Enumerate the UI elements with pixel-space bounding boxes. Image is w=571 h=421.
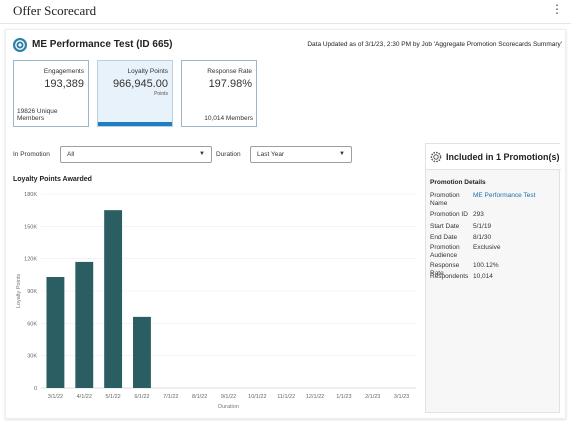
detail-label: Respondents — [430, 273, 469, 280]
detail-label: Promotion ID — [430, 211, 468, 218]
detail-label: Promotion Name — [430, 192, 460, 207]
promotions-card-header: Included in 1 Promotion(s) — [426, 144, 561, 170]
detail-value: 100.12% — [473, 262, 499, 269]
kpi-subtext: 10,014 Members — [204, 115, 253, 122]
loyalty-points-chart: 0 30K 60K 90K 120K 150K 180K 3/1/22 4/1/22 5/1/22… — [16, 192, 416, 410]
detail-label: Response Rate — [430, 262, 460, 277]
detail-value: 8/1/30 — [473, 234, 492, 241]
kpi-unit: Points — [154, 91, 168, 97]
y-tick-label: 90K — [27, 289, 37, 295]
in-promotion-select[interactable]: All ▼ — [60, 146, 212, 163]
detail-value: 5/1/19 — [473, 223, 492, 230]
y-tick-label: 150K — [24, 224, 37, 230]
detail-value: Exclusive — [473, 244, 501, 251]
chart-title: Loyalty Points Awarded — [13, 176, 92, 183]
chart-bar — [104, 210, 123, 388]
kpi-title: Engagements — [43, 68, 84, 75]
x-tick-label: 3/1/22 — [48, 394, 63, 400]
promotions-count-title: Included in 1 Promotion(s) — [446, 152, 560, 162]
kpi-value: 197.98% — [208, 78, 252, 90]
x-tick-label: 4/1/22 — [77, 394, 92, 400]
y-tick-label: 60K — [27, 321, 37, 327]
y-tick-label: 120K — [24, 257, 37, 263]
chart-bar — [75, 261, 94, 388]
kpi-card-engagements[interactable]: Engagements 193,389 19826 Unique Members — [13, 60, 89, 127]
detail-value: 293 — [473, 211, 484, 218]
promotion-details-title: Promotion Details — [430, 179, 486, 186]
duration-select[interactable]: Last Year ▼ — [250, 146, 352, 163]
in-promotion-value: All — [67, 151, 75, 158]
duration-value: Last Year — [257, 151, 285, 158]
data-updated-text: Data Updated as of 3/1/23, 2:30 PM by Jo… — [307, 41, 562, 48]
kpi-card-loyalty-points[interactable]: Loyalty Points 966,945.00 Points — [97, 60, 173, 127]
kpi-card-response-rate[interactable]: Response Rate 197.98% 10,014 Members — [181, 60, 257, 127]
x-tick-label: 9/1/22 — [221, 394, 236, 400]
chart-bar — [133, 316, 151, 388]
detail-label: Promotion Audience — [430, 244, 460, 259]
kpi-value: 966,945.00 — [112, 78, 168, 90]
x-tick-label: 6/1/22 — [134, 394, 149, 400]
x-tick-label: 3/1/23 — [394, 394, 409, 400]
kpi-title: Loyalty Points — [127, 68, 168, 75]
x-tick-label: 11/1/22 — [277, 394, 295, 400]
x-axis-label: Duration — [218, 404, 239, 410]
promotion-name-link[interactable]: ME Performance Test — [473, 192, 536, 199]
chart-bar — [46, 276, 65, 388]
y-tick-label: 180K — [24, 192, 37, 198]
campaign-title: ME Performance Test (ID 665) — [32, 39, 173, 50]
x-tick-label: 5/1/22 — [105, 394, 120, 400]
gear-icon — [430, 151, 442, 163]
target-icon — [13, 38, 27, 52]
detail-label: End Date — [430, 234, 458, 241]
page-title: Offer Scorecard — [13, 3, 97, 18]
kpi-selected-indicator — [98, 122, 172, 126]
kpi-subtext: 19826 Unique Members — [17, 108, 58, 122]
y-tick-label: 0 — [34, 386, 37, 392]
chevron-down-icon: ▼ — [339, 151, 345, 157]
detail-label: Start Date — [430, 223, 460, 230]
top-bar: Offer Scorecard ⋮ — [0, 0, 571, 24]
kpi-title: Response Rate — [207, 68, 252, 75]
promotions-card: Included in 1 Promotion(s) Promotion Det… — [425, 143, 561, 413]
duration-label: Duration — [216, 151, 241, 158]
y-axis-label: Loyalty Points — [16, 274, 22, 308]
kebab-icon[interactable]: ⋮ — [551, 2, 563, 16]
detail-value: 10,014 — [473, 273, 493, 280]
x-tick-label: 7/1/22 — [163, 394, 178, 400]
x-tick-label: 10/1/22 — [248, 394, 266, 400]
kpi-value: 193,389 — [44, 78, 84, 90]
y-tick-label: 30K — [27, 354, 37, 360]
chevron-down-icon: ▼ — [199, 151, 205, 157]
x-tick-label: 1/1/23 — [336, 394, 351, 400]
x-tick-label: 2/1/23 — [365, 394, 380, 400]
in-promotion-label: In Promotion — [13, 151, 50, 158]
x-tick-label: 8/1/22 — [192, 394, 207, 400]
x-tick-label: 12/1/22 — [306, 394, 324, 400]
